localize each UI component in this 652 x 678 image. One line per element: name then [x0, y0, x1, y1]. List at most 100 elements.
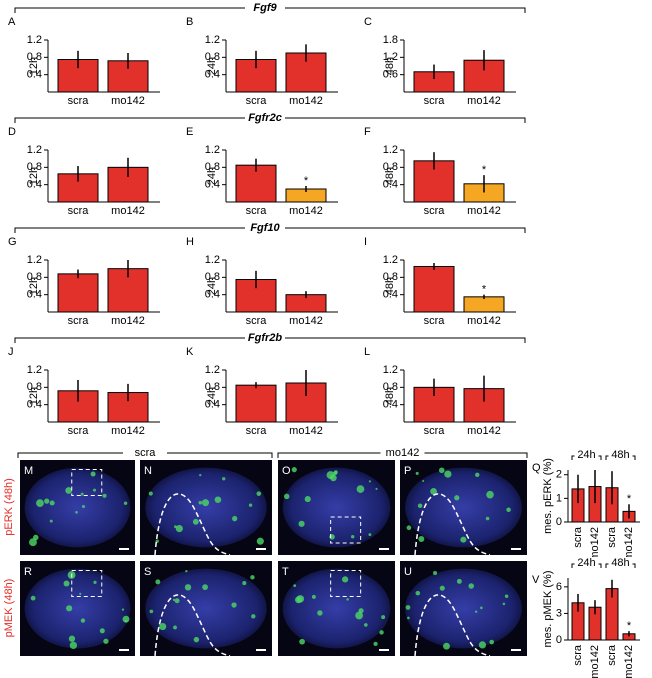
y-tick-label: 0.8 — [383, 161, 398, 173]
x-tick-label: scra — [606, 526, 618, 548]
signal — [298, 520, 305, 527]
title-bg — [245, 111, 285, 125]
signal — [363, 623, 368, 627]
signal — [329, 474, 337, 482]
x-tick-label: scra — [246, 95, 268, 107]
x-tick-label: scra — [424, 205, 446, 217]
y-axis-label: 48h — [384, 57, 396, 75]
x-tick-label: scra — [68, 95, 90, 107]
signal — [355, 611, 364, 620]
panel-letter: S — [144, 566, 151, 578]
time-label: 24h — [577, 557, 595, 569]
panel-letter: C — [364, 16, 372, 28]
signal — [93, 488, 97, 492]
signal — [250, 575, 255, 580]
y-tick-label: 1.2 — [383, 254, 398, 266]
x-tick-label: mo142 — [467, 205, 501, 217]
y-tick-label: 0.4 — [205, 289, 220, 301]
signal — [311, 594, 316, 599]
time-label: 48h — [611, 449, 629, 461]
signal — [375, 487, 378, 490]
y-tick-label: 0 — [556, 516, 562, 528]
signal — [502, 602, 506, 606]
panel-letter: F — [364, 126, 371, 138]
signal — [407, 616, 410, 620]
bar — [57, 59, 99, 93]
signal — [456, 578, 462, 584]
signal — [123, 501, 128, 505]
y-tick-label: 0.4 — [383, 399, 398, 411]
signal — [251, 614, 256, 619]
signal — [199, 473, 202, 477]
y-tick-label: 0.8 — [27, 271, 42, 283]
signal — [299, 638, 305, 645]
signal — [69, 641, 78, 650]
panel-letter: R — [24, 566, 32, 578]
x-tick-label: mo142 — [623, 527, 635, 561]
signal — [368, 480, 371, 483]
signal — [296, 595, 305, 603]
signal — [368, 533, 372, 537]
y-tick-label: 0.4 — [205, 399, 220, 411]
signal — [124, 619, 128, 623]
y-tick-label: 0.4 — [27, 399, 42, 411]
signal — [486, 490, 494, 499]
signal — [291, 467, 297, 473]
panel-letter: M — [24, 465, 33, 477]
panel-letter: B — [186, 16, 193, 28]
y-axis-label: 48h — [384, 387, 396, 405]
panel-letter: U — [404, 566, 412, 578]
signal — [341, 576, 349, 583]
signal — [80, 492, 84, 496]
x-tick-label: mo142 — [289, 205, 323, 217]
header-bg — [123, 446, 167, 460]
y-axis-label: 24h — [206, 167, 218, 185]
signal — [460, 536, 467, 543]
signal — [468, 583, 474, 589]
inset-box — [330, 570, 362, 597]
signal — [485, 516, 490, 521]
group-title: Fgfr2c — [248, 112, 282, 124]
y-tick-label: 1.2 — [205, 34, 220, 46]
x-tick-label: scra — [606, 644, 618, 666]
signal — [36, 499, 44, 507]
tissue — [145, 467, 267, 548]
y-axis-label: 12h — [28, 277, 40, 295]
inset-box — [330, 516, 362, 544]
row-label: pMEK (48h) — [3, 579, 15, 638]
signal — [99, 628, 105, 634]
signal — [506, 507, 511, 512]
signal — [373, 641, 378, 647]
y-axis-label: 48h — [384, 167, 396, 185]
y-tick-label: 0.8 — [27, 161, 42, 173]
y-tick-label: 0.8 — [383, 271, 398, 283]
time-bg — [608, 449, 633, 462]
tissue — [282, 568, 391, 649]
y-tick-label: 0.8 — [383, 381, 398, 393]
signal — [439, 585, 445, 591]
signal — [329, 534, 335, 540]
x-tick-label: mo142 — [589, 527, 601, 561]
y-tick-label: 0.8 — [27, 381, 42, 393]
signal — [346, 598, 349, 601]
signal — [172, 598, 175, 601]
y-axis-label: mes. pERK (%) — [542, 458, 554, 534]
inset-box — [71, 570, 103, 597]
bar — [463, 296, 505, 313]
bar — [57, 273, 99, 313]
header-bg — [380, 446, 425, 460]
signal — [454, 495, 460, 501]
signal — [79, 592, 82, 595]
title-bg — [245, 1, 285, 15]
signal — [121, 608, 125, 611]
signal — [149, 609, 154, 614]
signal — [443, 642, 450, 650]
row-label: pERK (48h) — [3, 478, 15, 535]
signal — [80, 618, 86, 623]
x-tick-label: scra — [68, 425, 90, 437]
y-tick-label: 1.2 — [205, 254, 220, 266]
y-tick-label: 0 — [556, 634, 562, 646]
signal — [185, 569, 188, 573]
panel-letter: I — [364, 236, 367, 248]
